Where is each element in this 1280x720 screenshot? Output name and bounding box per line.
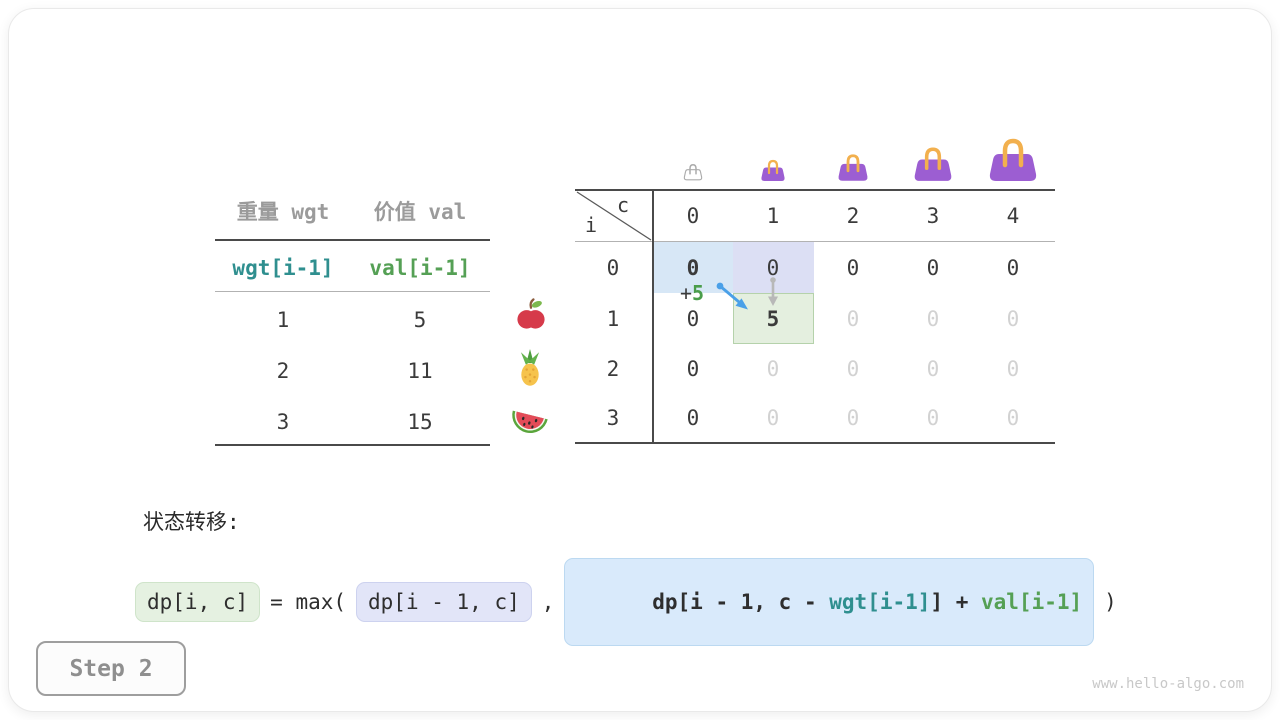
weights-table-mid-rule — [215, 291, 490, 292]
value-row-3: 15 — [407, 410, 433, 434]
value-row-2: 11 — [407, 359, 433, 383]
dp-cell-3-3: 0 — [926, 406, 940, 430]
apple-icon — [517, 298, 545, 329]
weight-row-2: 2 — [276, 359, 290, 383]
dp-cell-3-1: 0 — [766, 406, 780, 430]
weights-table-header-weight: 重量 wgt — [236, 200, 330, 224]
watermark: www.hello-algo.com — [1092, 676, 1244, 692]
dp-row-header-3: 3 — [606, 406, 620, 430]
formula-lhs-pill: dp[i, c] — [135, 582, 261, 622]
dp-cell-1-0: 0 — [686, 306, 700, 331]
transition-formula: dp[i, c] = max( dp[i - 1, c] , dp[i - 1,… — [135, 558, 1127, 646]
annotation-plus-5: + 5 — [680, 281, 704, 305]
dp-cell-0-2: 0 — [846, 255, 860, 280]
bag-icon-capacity-2 — [838, 154, 868, 181]
dp-cell-1-3: 0 — [926, 306, 940, 331]
dp-table-bottom-rule — [575, 442, 1055, 444]
formula-arg2-prefix: dp[i - 1, c - — [652, 590, 830, 614]
pineapple-icon — [520, 349, 540, 386]
weights-table-top-rule — [215, 239, 490, 241]
dp-col-header-0: 0 — [686, 204, 700, 228]
weight-row-1: 1 — [276, 308, 290, 332]
dp-col-header-3: 3 — [926, 204, 940, 228]
dp-cell-1-2: 0 — [846, 306, 860, 331]
weights-formula-val: val[i-1] — [369, 256, 471, 280]
formula-comma: , — [541, 590, 555, 614]
step-badge: Step 2 — [36, 641, 186, 696]
dp-table-header-rule — [575, 241, 1055, 242]
annotation-plus-sign: + — [680, 281, 693, 305]
weights-table-bottom-rule — [215, 444, 490, 446]
dp-cell-0-1: 0 — [766, 255, 780, 280]
watermelon-icon — [512, 410, 548, 434]
bag-icon-capacity-0 — [683, 163, 703, 181]
dp-col-header-2: 2 — [846, 204, 860, 228]
dp-cell-3-0: 0 — [686, 406, 700, 430]
bag-icon-capacity-4 — [989, 138, 1037, 181]
axis-label-c: c — [616, 193, 630, 217]
formula-arg2-middle: ] + — [930, 590, 981, 614]
formula-close-paren: ) — [1104, 590, 1117, 614]
formula-equals-max: = max( — [270, 590, 347, 614]
dp-cell-2-3: 0 — [926, 357, 940, 381]
dp-row-header-2: 2 — [606, 357, 620, 381]
dp-cell-1-4: 0 — [1006, 306, 1020, 331]
formula-arg2-val: val[i-1] — [981, 590, 1083, 614]
transition-label: 状态转移: — [143, 510, 240, 534]
dp-cell-3-4: 0 — [1006, 406, 1020, 430]
dp-cell-2-4: 0 — [1006, 357, 1020, 381]
dp-col-header-1: 1 — [766, 204, 780, 228]
formula-arg1-pill: dp[i - 1, c] — [356, 582, 532, 622]
annotation-plus-value: 5 — [692, 281, 705, 305]
axis-label-i: i — [584, 213, 598, 237]
dp-table-vertical-rule — [652, 189, 654, 444]
dp-col-header-4: 4 — [1006, 204, 1020, 228]
bag-icon-capacity-3 — [914, 147, 952, 181]
weights-table-header-value: 价值 val — [373, 200, 467, 224]
dp-cell-0-4: 0 — [1006, 255, 1020, 280]
dp-cell-3-2: 0 — [846, 406, 860, 430]
dp-cell-0-0: 0 — [686, 255, 700, 280]
bag-icon-capacity-1 — [761, 159, 785, 181]
dp-cell-2-2: 0 — [846, 357, 860, 381]
corner-diagonal-line — [576, 191, 652, 241]
dp-row-header-1: 1 — [606, 306, 620, 331]
formula-arg2-wgt: wgt[i-1] — [829, 590, 931, 614]
dp-cell-1-1: 5 — [766, 306, 780, 331]
transition-arrow-blue — [716, 282, 748, 310]
weight-row-3: 3 — [276, 410, 290, 434]
weights-formula-wgt: wgt[i-1] — [232, 256, 334, 280]
dp-cell-2-0: 0 — [686, 357, 700, 381]
dp-table-top-rule — [575, 189, 1055, 191]
dp-cell-0-3: 0 — [926, 255, 940, 280]
dp-row-header-0: 0 — [606, 255, 620, 280]
transition-arrow-gray — [768, 277, 778, 306]
dp-cell-2-1: 0 — [766, 357, 780, 381]
formula-arg2-pill: dp[i - 1, c - wgt[i-1]] + val[i-1] — [564, 558, 1095, 646]
value-row-1: 5 — [413, 308, 427, 332]
